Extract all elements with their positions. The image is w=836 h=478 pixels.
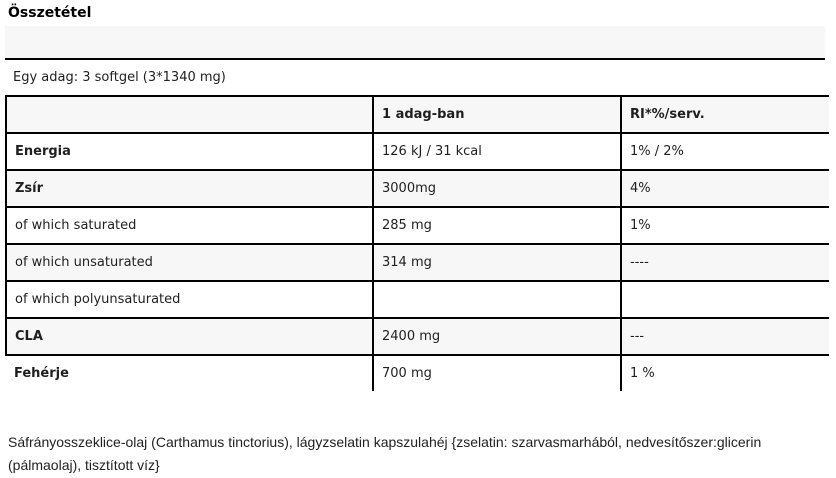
nutrient-label: of which polyunsaturated [5, 280, 373, 318]
table-row-polyunsaturated: of which polyunsaturated [5, 280, 829, 318]
nutrient-ri [620, 280, 829, 318]
nutrient-label: Fehérje [6, 354, 373, 391]
nutrient-ri: 1 % [620, 354, 829, 391]
header-amount-cell: 1 adag-ban [372, 95, 621, 133]
nutrient-label: CLA [5, 317, 373, 355]
nutrient-ri: 4% [620, 169, 829, 207]
table-row-unsaturated: of which unsaturated 314 mg ---- [5, 243, 829, 281]
nutrient-value: 126 kJ / 31 kcal [372, 132, 621, 170]
nutrient-label: of which saturated [5, 206, 373, 244]
header-empty-cell [5, 95, 373, 133]
nutrient-ri: 1% / 2% [620, 132, 829, 170]
nutrient-value [372, 280, 621, 318]
table-row-feherje: Fehérje 700 mg 1 % [6, 354, 829, 391]
table-row-saturated: of which saturated 285 mg 1% [5, 206, 829, 244]
section-title: Összetétel [8, 5, 92, 21]
serving-size-row: Egy adag: 3 softgel (3*1340 mg) [5, 60, 825, 95]
serving-size-text: Egy adag: 3 softgel (3*1340 mg) [13, 70, 226, 85]
nutrient-value: 285 mg [372, 206, 621, 244]
empty-header-bar [5, 26, 825, 60]
header-ri-cell: RI*%/serv. [620, 95, 829, 133]
nutrient-ri: ---- [620, 243, 829, 281]
nutrient-label: of which unsaturated [5, 243, 373, 281]
nutrient-label: Energia [5, 132, 373, 170]
nutrient-value: 700 mg [372, 354, 621, 391]
nutrient-ri: 1% [620, 206, 829, 244]
nutrient-ri: --- [620, 317, 829, 355]
ingredients-text: Sáfrányosszeklice-olaj (Carthamus tincto… [8, 434, 762, 473]
table-row-zsir: Zsír 3000mg 4% [5, 169, 829, 207]
table-row-energia: Energia 126 kJ / 31 kcal 1% / 2% [5, 132, 829, 170]
nutrient-value: 2400 mg [372, 317, 621, 355]
nutrient-value: 3000mg [372, 169, 621, 207]
table-header-row: 1 adag-ban RI*%/serv. [5, 95, 829, 133]
nutrition-table: 1 adag-ban RI*%/serv. Energia 126 kJ / 3… [5, 95, 829, 391]
nutrient-value: 314 mg [372, 243, 621, 281]
nutrient-label: Zsír [5, 169, 373, 207]
table-row-cla: CLA 2400 mg --- [5, 317, 829, 355]
